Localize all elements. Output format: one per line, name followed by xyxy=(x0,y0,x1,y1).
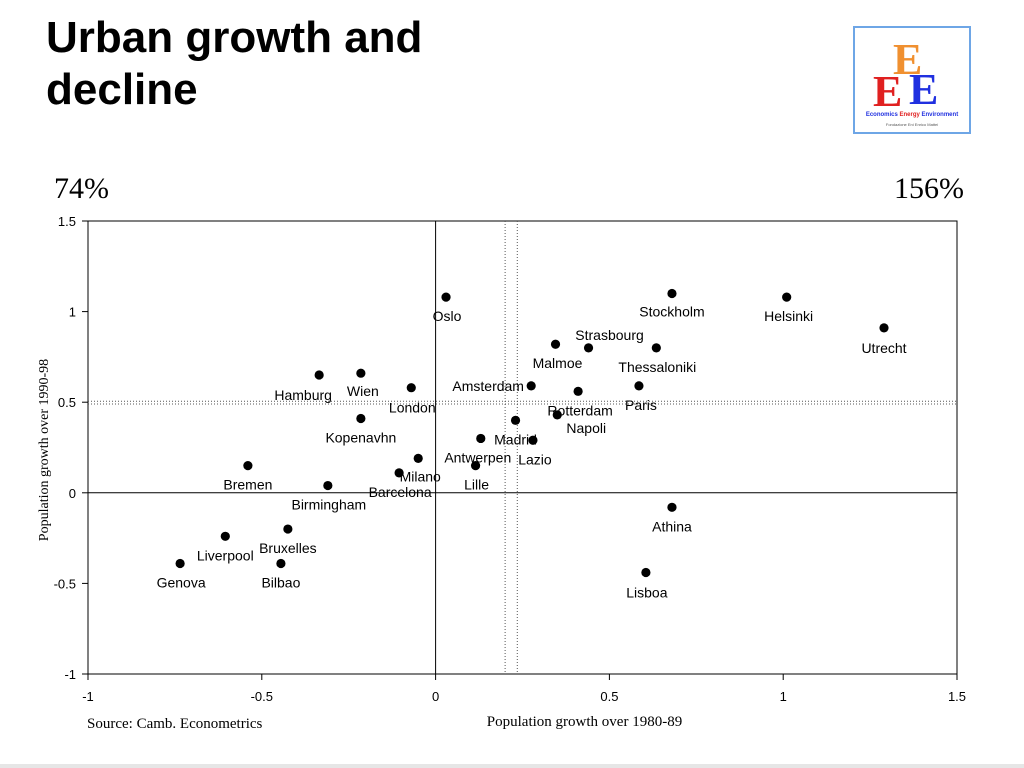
point-label: Antwerpen xyxy=(444,449,511,465)
point-label: Athina xyxy=(652,518,692,534)
point-label: Paris xyxy=(625,397,657,413)
data-point xyxy=(634,381,644,391)
eee-logo-icon: E E E xyxy=(873,35,938,116)
data-point xyxy=(552,410,562,420)
point-label: Napoli xyxy=(566,420,606,436)
point-label: Lille xyxy=(464,477,489,493)
data-point xyxy=(283,524,293,534)
point-label: Bruxelles xyxy=(259,540,317,556)
data-point xyxy=(510,415,521,425)
logo-letter-3: E xyxy=(909,65,938,110)
slide-title: Urban growth and decline xyxy=(46,12,422,116)
point-label: Liverpool xyxy=(197,547,254,563)
data-point xyxy=(356,368,366,378)
data-point xyxy=(314,370,324,380)
point-label: Birmingham xyxy=(291,497,366,513)
y-tick-label: 0.5 xyxy=(58,395,76,410)
data-point xyxy=(356,413,366,424)
y-tick-label: -0.5 xyxy=(54,576,76,591)
x-tick-label: -1 xyxy=(82,689,94,704)
title-line-1: Urban growth and xyxy=(46,13,423,62)
logo-word-environment: Environment xyxy=(921,112,959,118)
y-tick-label: 0 xyxy=(69,486,76,501)
point-label: Lisboa xyxy=(626,585,667,601)
data-point xyxy=(406,383,416,393)
y-axis-label: Population growth over 1990-98 xyxy=(37,359,52,541)
data-point xyxy=(550,339,561,349)
logo-letter-2: E xyxy=(873,67,902,110)
data-point xyxy=(476,433,486,444)
x-axis-label: Population growth over 1980-89 xyxy=(487,714,682,730)
data-point xyxy=(394,468,404,478)
x-tick-label: 0 xyxy=(432,689,439,704)
logo-letter-1: E xyxy=(893,35,922,84)
x-tick-label: 0.5 xyxy=(600,689,618,704)
point-label: Barcelona xyxy=(369,484,432,500)
point-label: Rotterdam xyxy=(547,402,612,418)
point-label: Utrecht xyxy=(861,340,906,356)
logo-caption: Economics Energy Environment xyxy=(855,112,969,118)
data-point xyxy=(243,461,253,471)
data-point xyxy=(175,558,185,569)
x-tick-label: -0.5 xyxy=(251,689,273,704)
data-point xyxy=(526,381,536,391)
point-label: Hamburg xyxy=(274,387,332,403)
data-point xyxy=(879,323,889,333)
data-point xyxy=(441,292,451,302)
point-label: Wien xyxy=(347,383,379,399)
logo-word-energy: Energy xyxy=(899,112,920,118)
right-percentage: 156% xyxy=(894,172,964,205)
y-tick-label: 1.5 xyxy=(58,214,76,229)
data-point xyxy=(641,567,651,578)
feem-logo: E E E Economics Energy Environment Fonda… xyxy=(853,26,971,134)
point-label: Genova xyxy=(157,574,206,590)
data-point xyxy=(470,461,481,471)
point-label: Malmoe xyxy=(533,355,583,371)
data-point xyxy=(782,292,792,302)
logo-subcaption: Fondazione Eni Enrico Mattei xyxy=(885,122,939,127)
point-label: Milano xyxy=(400,468,441,484)
data-point xyxy=(651,343,661,353)
left-percentage: 74% xyxy=(54,172,109,205)
x-tick-label: 1.5 xyxy=(948,689,966,704)
source-note: Source: Camb. Econometrics xyxy=(87,716,263,732)
data-point xyxy=(276,558,286,569)
data-point xyxy=(323,480,333,491)
logo-word-economics: Economics xyxy=(865,112,898,118)
point-label: Bremen xyxy=(223,477,272,493)
data-point xyxy=(667,502,677,512)
data-point xyxy=(573,386,583,396)
point-label: Oslo xyxy=(433,308,462,324)
point-label: Thessaloniki xyxy=(618,359,696,375)
footer-divider xyxy=(0,764,1024,768)
point-label: Strasbourg xyxy=(575,327,643,343)
point-label: Lazio xyxy=(518,451,552,467)
y-tick-label: 1 xyxy=(69,305,76,320)
point-label: Kopenavhn xyxy=(325,430,396,446)
data-point xyxy=(667,288,677,299)
point-label: London xyxy=(389,400,436,416)
title-line-2: decline xyxy=(46,65,198,114)
data-point xyxy=(528,435,538,445)
plot-frame xyxy=(87,220,958,675)
point-label: Madrid xyxy=(494,431,537,447)
data-point xyxy=(220,531,230,541)
point-label: Bilbao xyxy=(261,574,300,590)
x-tick-label: 1 xyxy=(780,689,787,704)
point-label: Helsinki xyxy=(764,308,813,324)
point-label: Stockholm xyxy=(639,303,704,319)
data-point xyxy=(413,453,423,463)
data-point xyxy=(583,343,594,353)
y-tick-label: -1 xyxy=(64,667,76,682)
point-label: Amsterdam xyxy=(452,378,524,394)
